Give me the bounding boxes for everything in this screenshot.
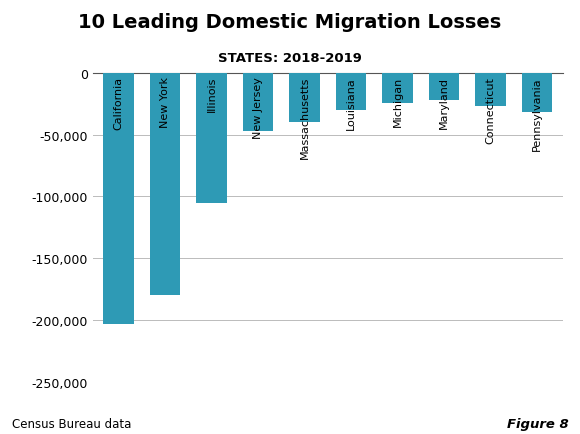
Bar [476, 74, 506, 107]
Text: STATES: 2018-2019: STATES: 2018-2019 [218, 52, 362, 65]
Text: Connecticut: Connecticut [485, 77, 495, 144]
Bar [429, 74, 459, 101]
Bar [336, 74, 366, 111]
Bar [382, 74, 412, 103]
Bar [150, 74, 180, 296]
Text: 10 Leading Domestic Migration Losses: 10 Leading Domestic Migration Losses [78, 13, 502, 32]
Text: Pennsylvania: Pennsylvania [532, 77, 542, 150]
Bar [196, 74, 227, 203]
Text: New York: New York [160, 77, 170, 128]
Text: Illinois: Illinois [206, 77, 216, 112]
Text: California: California [113, 77, 124, 130]
Text: New Jersey: New Jersey [253, 77, 263, 138]
Bar [289, 74, 320, 123]
Text: Louisiana: Louisiana [346, 77, 356, 129]
Text: Michigan: Michigan [393, 77, 403, 127]
Text: Massachusetts: Massachusetts [299, 77, 310, 159]
Bar [522, 74, 552, 113]
Text: Figure 8: Figure 8 [507, 417, 568, 430]
Bar [103, 74, 133, 324]
Text: Census Bureau data: Census Bureau data [12, 417, 131, 430]
Text: Maryland: Maryland [439, 77, 449, 129]
Bar [243, 74, 273, 132]
